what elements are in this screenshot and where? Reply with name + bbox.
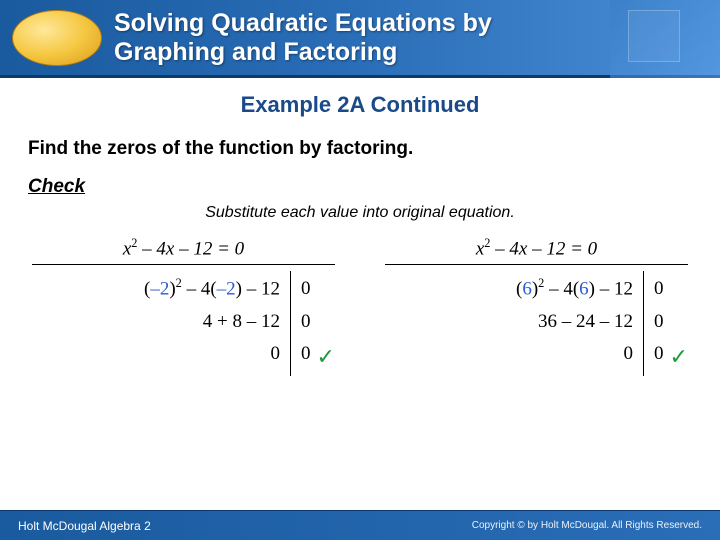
- step-rhs: 0: [644, 273, 674, 305]
- header-oval-icon: [12, 10, 102, 66]
- step-lhs: 0: [32, 338, 290, 370]
- header-decoration: [610, 0, 720, 78]
- step-lhs: 4 + 8 – 12: [32, 306, 290, 338]
- step-rhs: 0✓: [291, 338, 321, 370]
- step-rhs: 0✓: [644, 338, 674, 370]
- step-lhs: 36 – 24 – 12: [385, 306, 643, 338]
- title-line-2: Graphing and Factoring: [114, 38, 397, 66]
- step-rhs: 0: [291, 306, 321, 338]
- slide-footer: Holt McDougal Algebra 2 Copyright © by H…: [0, 510, 720, 540]
- check-column-left: x2 – 4x – 12 = 0 (–2)2 – 4(–2) – 12 4 + …: [32, 236, 335, 376]
- equation-header: x2 – 4x – 12 = 0: [385, 236, 688, 265]
- check-columns: x2 – 4x – 12 = 0 (–2)2 – 4(–2) – 12 4 + …: [28, 236, 692, 376]
- title-line-1: Solving Quadratic Equations by: [114, 9, 492, 37]
- step-rhs: 0: [291, 273, 321, 305]
- instruction-text: Find the zeros of the function by factor…: [28, 138, 692, 160]
- substitute-instruction: Substitute each value into original equa…: [28, 204, 692, 222]
- slide-content: Example 2A Continued Find the zeros of t…: [0, 78, 720, 376]
- check-column-right: x2 – 4x – 12 = 0 (6)2 – 4(6) – 12 36 – 2…: [385, 236, 688, 376]
- checkmark-icon: ✓: [670, 338, 688, 375]
- step-lhs: (–2)2 – 4(–2) – 12: [32, 273, 290, 306]
- footer-left-text: Holt McDougal Algebra 2: [18, 519, 151, 533]
- slide-title: Solving Quadratic Equations by Graphing …: [114, 9, 492, 67]
- equation-header: x2 – 4x – 12 = 0: [32, 236, 335, 265]
- example-title: Example 2A Continued: [28, 92, 692, 118]
- check-label: Check: [28, 176, 692, 198]
- footer-copyright: Copyright © by Holt McDougal. All Rights…: [472, 520, 702, 531]
- step-lhs: (6)2 – 4(6) – 12: [385, 273, 643, 306]
- step-rhs: 0: [644, 306, 674, 338]
- slide-header: Solving Quadratic Equations by Graphing …: [0, 0, 720, 78]
- checkmark-icon: ✓: [317, 338, 335, 375]
- step-lhs: 0: [385, 338, 643, 370]
